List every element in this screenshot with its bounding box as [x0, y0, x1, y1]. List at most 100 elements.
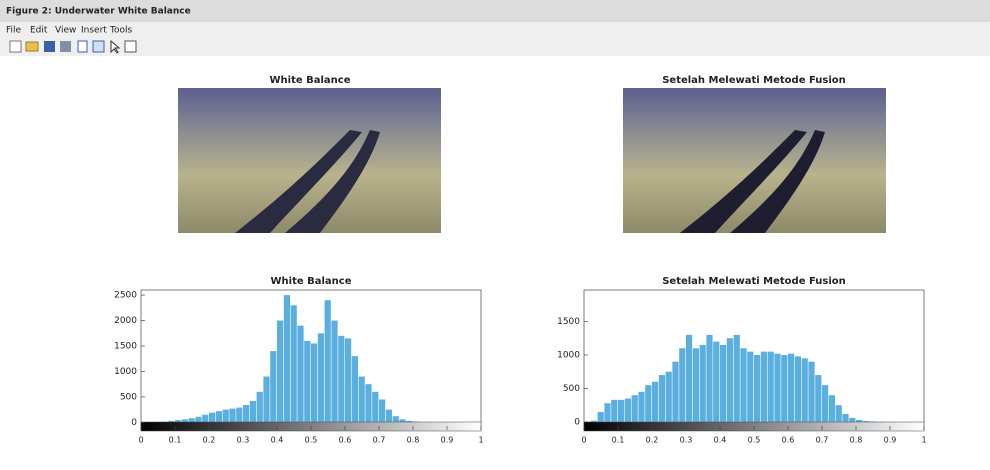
histogram-bar	[768, 352, 774, 422]
histogram-bar	[632, 395, 638, 422]
histogram-bar	[209, 413, 215, 423]
histogram-bar	[815, 375, 821, 422]
x-tick-label: 0.5	[305, 436, 318, 445]
histogram-bar	[849, 418, 855, 422]
x-tick-label: 0	[581, 436, 586, 445]
histogram-bar	[693, 348, 699, 422]
histogram-bar	[706, 335, 712, 422]
menu-item[interactable]: Insert	[81, 26, 107, 36]
histogram-bar	[842, 414, 848, 422]
x-tick-label: 0.8	[407, 436, 420, 445]
histogram-bar	[318, 333, 324, 422]
histogram-bar	[618, 400, 624, 422]
x-tick-label: 0.4	[271, 436, 284, 445]
histogram-bar	[822, 385, 828, 422]
histogram-bar	[625, 399, 631, 422]
histogram-bar	[747, 352, 753, 422]
x-tick-label: 0.1	[169, 436, 182, 445]
tool-icon[interactable]	[44, 41, 55, 52]
histogram-bar	[795, 356, 801, 422]
histogram-bar	[686, 335, 692, 422]
menu-item[interactable]: Tools	[109, 26, 132, 36]
histogram-bar	[734, 335, 740, 422]
x-tick-label: 0.3	[237, 436, 250, 445]
menu-item[interactable]: Edit	[30, 26, 48, 36]
image-title: White Balance	[270, 75, 351, 86]
histogram-bar	[679, 348, 685, 422]
histogram-bar	[365, 384, 371, 422]
histogram-bar	[836, 405, 842, 422]
histogram-bar	[638, 392, 644, 422]
histogram-bar	[236, 408, 242, 423]
y-tick-label: 1500	[114, 342, 137, 352]
histogram-bar	[372, 392, 378, 423]
x-tick-label: 0.6	[782, 436, 795, 445]
figure-window: Figure 2: Underwater White Balance File …	[0, 0, 990, 470]
histogram-bar	[856, 420, 862, 422]
histogram-bar	[781, 355, 787, 422]
histogram-bar	[645, 385, 651, 422]
tool-icon[interactable]	[93, 41, 104, 52]
tool-icon[interactable]	[26, 42, 38, 51]
tool-icon[interactable]	[10, 41, 21, 52]
x-tick-label: 0.1	[612, 436, 625, 445]
histogram-bar	[393, 416, 399, 422]
histogram-bar	[345, 338, 351, 422]
menu-item[interactable]: File	[6, 26, 22, 36]
histogram-bar	[700, 345, 706, 422]
y-tick-label: 1500	[557, 317, 580, 327]
y-tick-label: 2500	[114, 291, 137, 301]
histogram-bar	[604, 403, 610, 422]
chart-title: White Balance	[271, 276, 352, 287]
page: Figure 2: Underwater White Balance File …	[0, 0, 990, 470]
tool-icon[interactable]	[125, 41, 136, 52]
x-tick-label: 0.2	[646, 436, 659, 445]
histogram-bar	[229, 409, 235, 423]
histogram-bar	[195, 417, 201, 423]
histogram-bar	[270, 351, 276, 422]
histogram-bar	[202, 415, 208, 423]
histogram-bar	[311, 343, 317, 422]
x-tick-label: 0.7	[373, 436, 386, 445]
chart-title: Setelah Melewati Metode Fusion	[662, 276, 846, 287]
histogram-bar	[284, 295, 290, 422]
x-tick-label: 1	[921, 436, 926, 445]
histogram-bar	[611, 400, 617, 422]
histogram-bar	[277, 321, 283, 423]
x-tick-label: 0.2	[203, 436, 216, 445]
histogram-bar	[291, 305, 297, 422]
histogram-bar	[338, 336, 344, 423]
y-tick-label: 1000	[557, 350, 580, 360]
histogram-bar	[250, 401, 256, 422]
x-tick-label: 0.4	[714, 436, 727, 445]
histogram-bar	[243, 405, 249, 422]
x-tick-label: 0.9	[441, 436, 454, 445]
histogram-bar	[666, 372, 672, 422]
y-tick-label: 500	[563, 384, 580, 394]
histogram-bar	[352, 356, 358, 422]
x-tick-label: 0.5	[748, 436, 761, 445]
histogram-bar	[808, 362, 814, 422]
histogram-bar	[672, 362, 678, 422]
histogram-bar	[263, 377, 269, 423]
tool-icon[interactable]	[60, 41, 71, 52]
y-tick-label: 1000	[114, 367, 137, 377]
y-tick-label: 0	[574, 417, 580, 427]
image-title: Setelah Melewati Metode Fusion	[662, 75, 846, 86]
histogram-bar	[304, 341, 310, 422]
histogram-bar	[761, 352, 767, 422]
y-tick-label: 500	[120, 392, 137, 402]
tool-icon[interactable]	[78, 41, 87, 52]
histogram-bar	[598, 412, 604, 422]
histogram-bar	[829, 395, 835, 422]
x-tick-label: 0.3	[680, 436, 693, 445]
histogram-bar	[659, 375, 665, 422]
histogram-bar	[223, 410, 229, 423]
image	[178, 88, 441, 233]
histogram-bar	[754, 355, 760, 422]
menu-bar	[0, 22, 990, 56]
menu-item[interactable]: View	[55, 26, 76, 36]
histogram-bar	[774, 354, 780, 422]
histogram-bar	[386, 410, 392, 423]
histogram-bar	[297, 326, 303, 423]
